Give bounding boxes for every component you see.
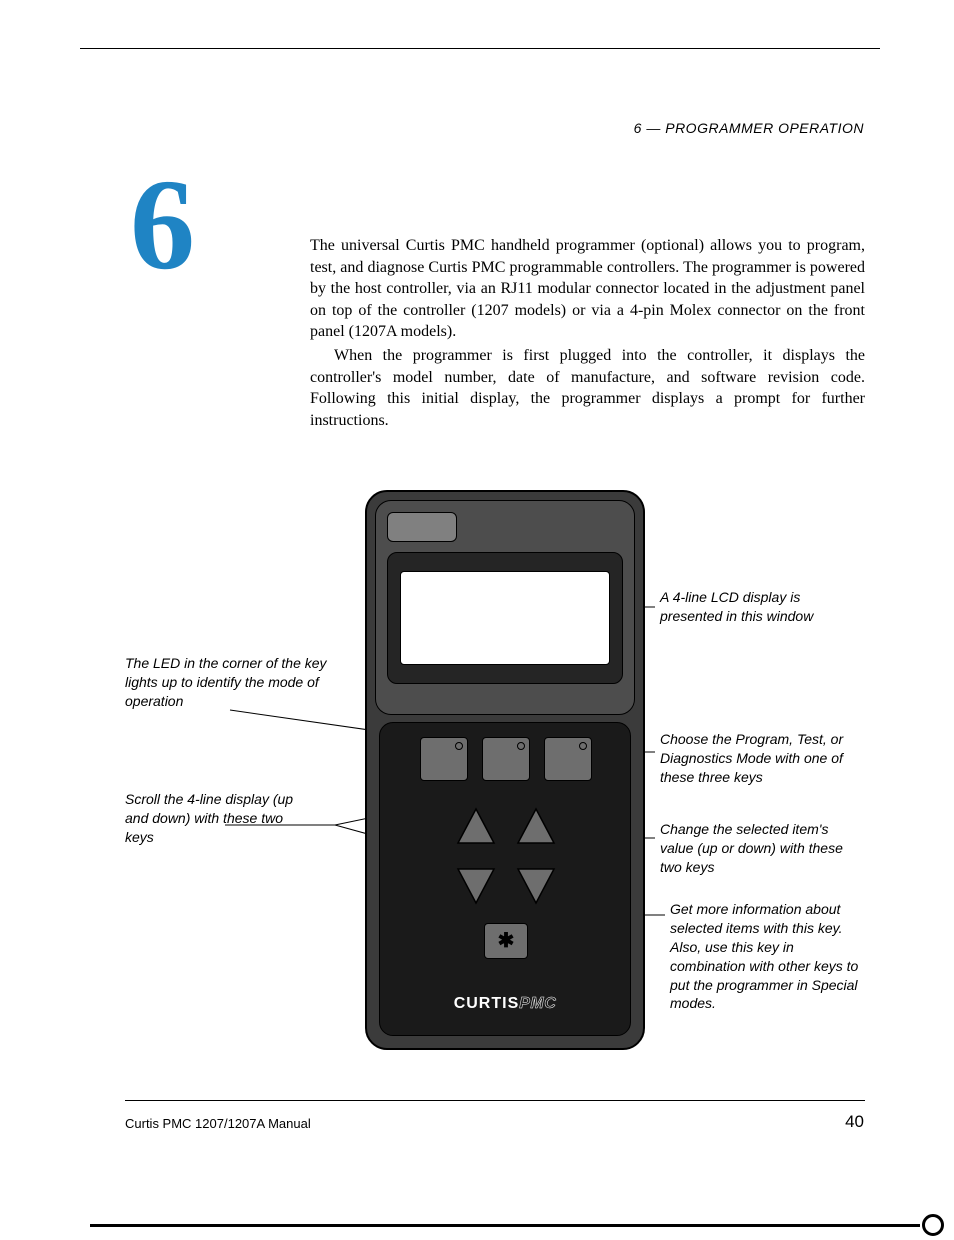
mode-key-diagnostics [544,737,592,781]
page-number: 40 [845,1112,864,1132]
callout-mode: Choose the Program, Test, or Diagnostics… [660,730,860,787]
led-icon [579,742,587,750]
led-icon [517,742,525,750]
brand-label: CURTISPMC [380,995,630,1013]
mode-key-test [482,737,530,781]
led-icon [455,742,463,750]
lcd-display [400,571,610,665]
callout-change: Change the selected item's value (up or … [660,820,860,877]
programmer-figure: ✱ CURTISPMC A 4-line LCD display is pres… [125,480,865,1070]
mode-key-program [420,737,468,781]
footer-manual-title: Curtis PMC 1207/1207A Manual [125,1116,311,1131]
page-decoration [90,1210,954,1240]
body-text: The universal Curtis PMC handheld progra… [310,235,865,431]
scroll-up-key [454,805,498,849]
lcd-frame [387,552,623,684]
bottom-rule [125,1100,865,1101]
value-up-key [514,805,558,849]
brand-curtis: CURTIS [454,995,520,1012]
decoration-circle-icon [922,1214,944,1236]
brand-pmc: PMC [519,995,556,1012]
scroll-down-key [454,863,498,907]
small-window [387,512,457,542]
callout-led: The LED in the corner of the key lights … [125,654,330,711]
top-rule [80,48,880,49]
value-down-key [514,863,558,907]
callout-lcd: A 4-line LCD display is presented in thi… [660,588,860,626]
paragraph-2: When the programmer is first plugged int… [310,345,865,431]
info-key: ✱ [484,923,528,959]
paragraph-1: The universal Curtis PMC handheld progra… [310,235,865,343]
keypad: ✱ CURTISPMC [379,722,631,1036]
callout-scroll: Scroll the 4-line display (up and down) … [125,790,300,847]
decoration-line [90,1224,920,1227]
section-header: 6 — PROGRAMMER OPERATION [634,120,864,136]
handheld-programmer: ✱ CURTISPMC [365,490,645,1050]
chapter-number: 6 [130,160,195,290]
callout-info: Get more information about selected item… [670,900,865,1013]
